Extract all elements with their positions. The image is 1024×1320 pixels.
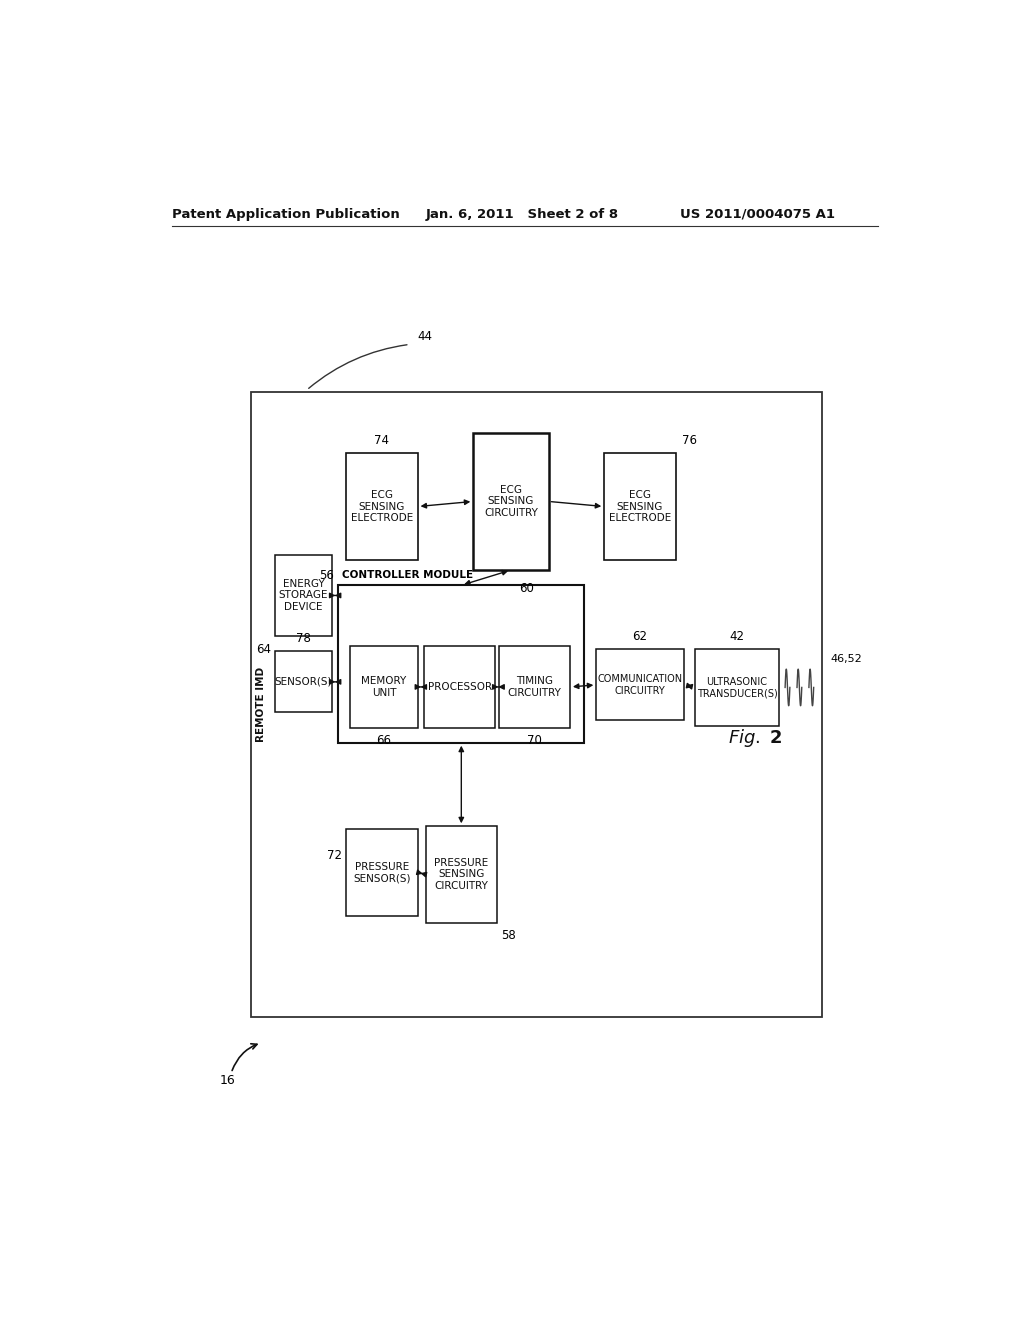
Text: CONTROLLER MODULE: CONTROLLER MODULE xyxy=(342,570,473,579)
FancyBboxPatch shape xyxy=(499,647,570,727)
FancyBboxPatch shape xyxy=(424,647,496,727)
Text: PRESSURE
SENSING
CIRCUITRY: PRESSURE SENSING CIRCUITRY xyxy=(434,858,488,891)
Text: 16: 16 xyxy=(219,1073,236,1086)
FancyBboxPatch shape xyxy=(473,433,549,570)
Text: 62: 62 xyxy=(633,630,647,643)
FancyBboxPatch shape xyxy=(695,649,778,726)
Text: $\mathit{Fig.}$ $\mathbf{2}$: $\mathit{Fig.}$ $\mathbf{2}$ xyxy=(728,727,782,748)
Text: US 2011/0004075 A1: US 2011/0004075 A1 xyxy=(680,207,835,220)
Text: Patent Application Publication: Patent Application Publication xyxy=(172,207,399,220)
Text: ULTRASONIC
TRANSDUCER(S): ULTRASONIC TRANSDUCER(S) xyxy=(696,677,777,698)
Text: 72: 72 xyxy=(328,849,342,862)
Text: COMMUNICATION
CIRCUITRY: COMMUNICATION CIRCUITRY xyxy=(597,675,682,696)
FancyBboxPatch shape xyxy=(346,829,418,916)
Text: 58: 58 xyxy=(501,929,516,942)
Text: ENERGY
STORAGE
DEVICE: ENERGY STORAGE DEVICE xyxy=(279,579,328,612)
Text: ECG
SENSING
ELECTRODE: ECG SENSING ELECTRODE xyxy=(351,490,413,523)
Text: PRESSURE
SENSOR(S): PRESSURE SENSOR(S) xyxy=(353,862,411,883)
Text: 78: 78 xyxy=(296,632,311,644)
Text: 60: 60 xyxy=(519,582,534,595)
FancyBboxPatch shape xyxy=(346,453,418,560)
Text: TIMING
CIRCUITRY: TIMING CIRCUITRY xyxy=(507,676,561,698)
Text: SENSOR(S): SENSOR(S) xyxy=(274,677,332,686)
FancyBboxPatch shape xyxy=(274,651,332,713)
FancyBboxPatch shape xyxy=(350,647,418,727)
FancyBboxPatch shape xyxy=(274,554,332,636)
FancyBboxPatch shape xyxy=(426,826,497,923)
Text: 46,52: 46,52 xyxy=(830,653,862,664)
Text: 42: 42 xyxy=(729,630,744,643)
Text: MEMORY
UNIT: MEMORY UNIT xyxy=(361,676,407,698)
Text: 44: 44 xyxy=(418,330,433,343)
Text: 64: 64 xyxy=(256,643,270,656)
Text: 74: 74 xyxy=(375,434,389,447)
FancyBboxPatch shape xyxy=(596,649,684,721)
Text: 76: 76 xyxy=(682,434,697,447)
Text: ECG
SENSING
ELECTRODE: ECG SENSING ELECTRODE xyxy=(608,490,671,523)
Text: Jan. 6, 2011   Sheet 2 of 8: Jan. 6, 2011 Sheet 2 of 8 xyxy=(426,207,618,220)
Text: ECG
SENSING
CIRCUITRY: ECG SENSING CIRCUITRY xyxy=(484,484,538,517)
Text: 56: 56 xyxy=(319,569,334,582)
Text: PROCESSOR: PROCESSOR xyxy=(428,682,492,692)
FancyBboxPatch shape xyxy=(251,392,822,1018)
Text: 66: 66 xyxy=(377,734,391,747)
FancyBboxPatch shape xyxy=(338,585,585,743)
Text: REMOTE IMD: REMOTE IMD xyxy=(256,667,265,742)
Text: 70: 70 xyxy=(527,734,542,747)
FancyBboxPatch shape xyxy=(604,453,676,560)
